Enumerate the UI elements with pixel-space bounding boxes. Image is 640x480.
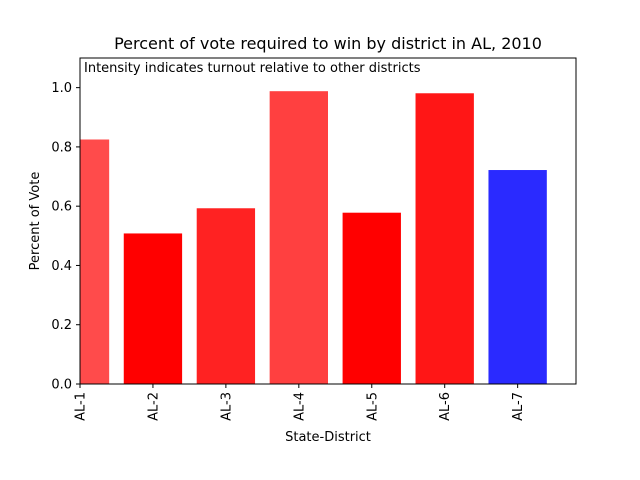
x-tick-label: AL-5 [365,392,380,421]
chart-title: Percent of vote required to win by distr… [114,34,542,53]
bar-al-7 [488,170,547,384]
y-tick-label: 0.4 [51,259,72,274]
bar-al-3 [196,208,256,384]
bar-al-5 [342,212,401,384]
x-tick-label: AL-1 [74,392,89,421]
x-tick-label: AL-4 [292,392,307,421]
y-tick-label: 0.6 [51,200,72,215]
x-tick-label: AL-3 [219,392,234,421]
x-axis-title: State-District [285,430,371,445]
y-axis-title: Percent of Vote [28,172,43,271]
x-tick-label: AL-2 [146,392,161,421]
y-tick-label: 0.8 [51,140,72,155]
x-tick-label: AL-7 [511,392,526,421]
chart-annotation: Intensity indicates turnout relative to … [84,61,421,76]
y-tick-label: 1.0 [51,81,72,96]
bars-group [80,91,547,384]
bar-al-4 [269,91,328,384]
bar-al-1 [80,139,110,384]
bar-al-2 [123,233,183,384]
plot-area: 0.0 0.2 0.4 0.6 0.8 1.0 AL-1 AL-2 AL-3 AL-4 AL-5 AL… [51,57,577,421]
bar-al-6 [415,93,474,384]
axes-frame [79,57,577,385]
x-tick-label: AL-6 [438,392,453,421]
y-tick-label: 0.0 [51,378,72,393]
y-tick-label: 0.2 [51,318,72,333]
